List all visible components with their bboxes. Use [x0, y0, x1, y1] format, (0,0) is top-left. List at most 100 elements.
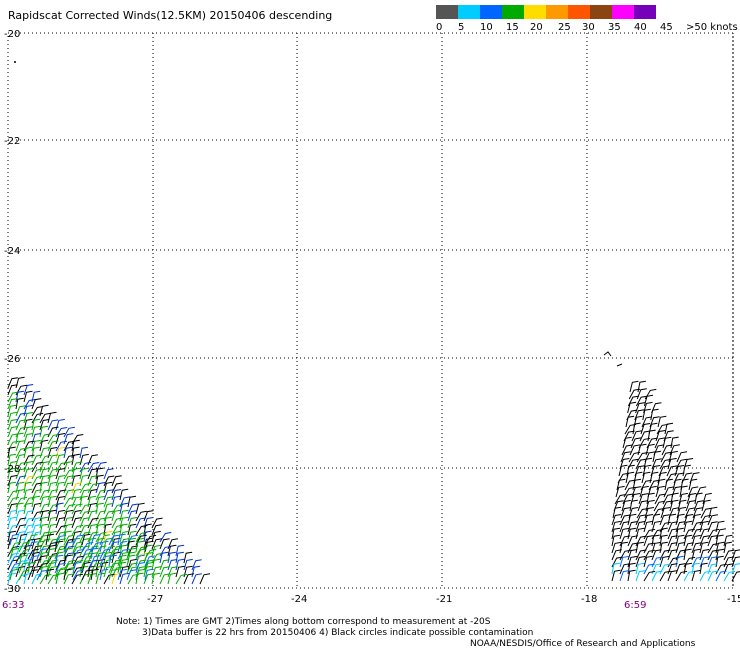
- wind-barb: [684, 507, 696, 519]
- wind-barb: [63, 530, 72, 543]
- wind-barb: [71, 537, 81, 550]
- lat-label: -20: [4, 29, 20, 40]
- legend-swatch: [436, 5, 458, 19]
- wind-barb: [621, 499, 631, 512]
- wind-barb: [103, 475, 115, 487]
- wind-barb: [119, 488, 129, 501]
- wind-barb: [683, 528, 695, 540]
- wind-barb: [27, 555, 38, 567]
- legend-label: 25: [558, 22, 571, 33]
- wind-barb: [7, 530, 17, 543]
- wind-barb: [686, 493, 697, 505]
- wind-barb: [175, 558, 185, 571]
- wind-barb: [654, 437, 666, 449]
- wind-barb: [7, 453, 17, 466]
- wind-barb: [103, 565, 113, 578]
- wind-barb: [55, 440, 67, 452]
- wind-barb: [668, 450, 678, 463]
- wind-barb: [627, 535, 638, 547]
- wind-barb: [135, 562, 146, 574]
- wind-barb: [47, 566, 58, 578]
- legend-label: 30: [582, 22, 595, 33]
- wind-barb: [39, 531, 51, 543]
- wind-barb: [667, 563, 678, 575]
- wind-barb: [18, 569, 30, 581]
- wind-barb: [635, 556, 646, 568]
- wind-barb: [103, 523, 112, 536]
- data-dot: [14, 61, 16, 63]
- wind-barb: [651, 534, 660, 547]
- wind-barb: [708, 506, 718, 519]
- wind-barb: [643, 563, 655, 575]
- wind-barb: [72, 541, 84, 553]
- wind-barb: [111, 573, 122, 585]
- wind-barb: [651, 541, 661, 554]
- wind-barb: [111, 509, 121, 522]
- wind-barb: [119, 572, 129, 585]
- wind-barb: [167, 538, 178, 550]
- wind-barb: [676, 451, 688, 463]
- wind-barb: [103, 496, 114, 508]
- wind-barb: [135, 510, 147, 522]
- wind-barb: [31, 482, 43, 494]
- legend-swatch: [480, 5, 502, 19]
- wind-barb: [39, 439, 49, 452]
- wind-barb: [723, 541, 732, 554]
- wind-barb: [611, 569, 621, 582]
- wind-barb: [151, 538, 162, 550]
- wind-barb: [117, 568, 127, 581]
- wind-barb: [691, 513, 701, 526]
- wind-barb: [9, 562, 21, 574]
- wind-barb: [7, 475, 18, 487]
- wind-barb: [135, 568, 145, 581]
- wind-barb: [707, 514, 718, 526]
- legend-color-bar: [436, 5, 656, 19]
- wind-barb: [7, 384, 18, 396]
- wind-barb: [695, 486, 707, 498]
- wind-barb: [45, 533, 54, 546]
- wind-barb: [103, 489, 114, 501]
- wind-barb: [667, 549, 678, 561]
- wind-barb: [632, 478, 642, 491]
- wind-barb: [55, 509, 65, 522]
- wind-barb: [63, 454, 75, 466]
- wind-barb: [23, 426, 34, 438]
- wind-barb: [55, 468, 66, 480]
- wind-barb: [55, 418, 65, 431]
- wind-barb: [619, 458, 630, 470]
- wind-barb: [661, 500, 673, 512]
- wind-barb: [611, 562, 620, 575]
- wind-barb: [144, 561, 154, 574]
- wind-barb: [31, 406, 44, 417]
- wind-barb: [39, 545, 50, 557]
- wind-barb: [79, 517, 90, 529]
- wind-barb: [31, 398, 42, 410]
- wind-barb: [99, 540, 109, 553]
- wind-barb: [87, 573, 98, 585]
- wind-barb: [71, 461, 83, 473]
- wind-barb: [674, 465, 685, 477]
- wind-barb: [31, 551, 41, 564]
- wind-barb: [15, 447, 27, 459]
- wind-barb: [143, 565, 152, 578]
- wind-barb: [54, 562, 66, 574]
- wind-barb: [99, 555, 110, 567]
- wind-barb: [15, 489, 26, 501]
- wind-barb: [675, 570, 688, 582]
- wind-barb: [99, 548, 111, 560]
- wind-barb: [159, 573, 171, 585]
- wind-barb: [143, 517, 154, 529]
- wind-barb: [39, 495, 50, 508]
- wind-barb: [36, 540, 45, 553]
- notes: Note: 1) Times are GMT 2)Times along bot…: [116, 617, 533, 639]
- wind-barb: [643, 394, 654, 407]
- wind-barb: [27, 548, 39, 560]
- wind-barb: [63, 566, 76, 578]
- wind-barb: [126, 547, 136, 560]
- wind-barb: [111, 537, 121, 550]
- note-line-2: 3)Data buffer is 22 hrs from 20150406 4)…: [142, 628, 534, 638]
- wind-barb: [667, 528, 678, 540]
- wind-barb: [9, 533, 19, 546]
- wind-barb: [7, 404, 17, 417]
- wind-barb: [108, 554, 117, 567]
